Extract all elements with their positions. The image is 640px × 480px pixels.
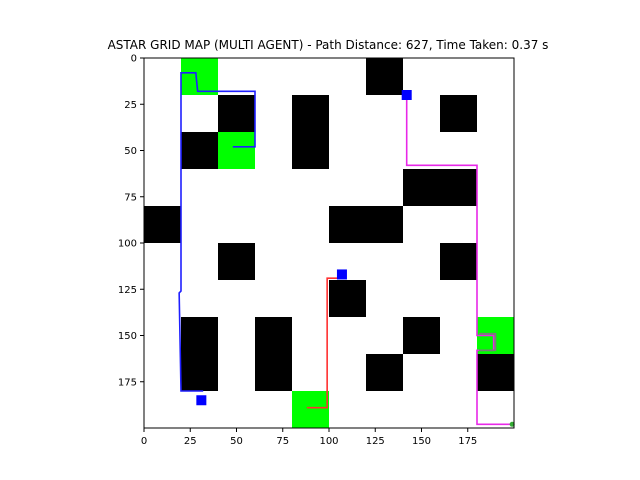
y-tick-label-150: 150: [118, 331, 137, 342]
obstacle-layer: [144, 58, 514, 391]
x-tick-label-150: 150: [412, 436, 431, 447]
obstacle-14: [403, 317, 440, 354]
goal-dot: [509, 421, 515, 427]
x-tick-label-25: 25: [184, 436, 197, 447]
x-tick-label-75: 75: [276, 436, 289, 447]
x-tick-label-50: 50: [230, 436, 243, 447]
agent-path-2: [306, 277, 342, 409]
obstacle-9: [218, 243, 255, 280]
obstacle-11: [329, 280, 366, 317]
obstacle-2: [218, 95, 255, 132]
path-layer: [178, 72, 513, 426]
agent-marker-1: [401, 90, 412, 100]
obstacle-3: [292, 95, 329, 169]
obstacle-12: [181, 317, 218, 391]
agent-marker-layer: [196, 90, 515, 427]
agent-path-1: [178, 72, 256, 392]
goal-region-layer: [181, 58, 514, 428]
y-tick-label-125: 125: [118, 285, 137, 296]
y-tick-label-175: 175: [118, 377, 137, 388]
obstacle-4: [440, 95, 477, 132]
goal-region-4: [292, 391, 329, 428]
obstacle-1: [366, 58, 403, 95]
x-tick-label-100: 100: [319, 436, 338, 447]
plot-area: [143, 57, 515, 429]
obstacle-8: [329, 206, 403, 243]
x-tick-label-125: 125: [366, 436, 385, 447]
agent-marker-3: [196, 395, 207, 406]
obstacle-7: [144, 206, 181, 243]
goal-region-1: [181, 58, 218, 95]
obstacle-15: [366, 354, 403, 391]
obstacle-16: [477, 354, 514, 391]
obstacle-10: [440, 243, 477, 280]
x-tick-label-175: 175: [458, 436, 477, 447]
agent-path-3: [405, 95, 513, 426]
y-tick-label-75: 75: [124, 192, 137, 203]
x-tick-label-0: 0: [141, 436, 147, 447]
obstacle-6: [403, 169, 477, 206]
agent-path-4: [478, 332, 497, 352]
y-tick-label-25: 25: [124, 100, 137, 111]
obstacle-5: [181, 132, 218, 169]
y-tick-label-50: 50: [124, 146, 137, 157]
obstacle-13: [255, 317, 292, 391]
y-axis: 0 25 50 75 100 125 150 175: [118, 54, 144, 388]
x-axis: 0 25 50 75 100 125 150 175: [141, 428, 477, 447]
goal-region-2: [218, 132, 255, 169]
y-tick-label-100: 100: [118, 239, 137, 250]
agent-marker-2: [336, 269, 347, 280]
chart-title: ASTAR GRID MAP (MULTI AGENT) - Path Dist…: [108, 38, 549, 52]
y-tick-label-0: 0: [131, 54, 137, 65]
